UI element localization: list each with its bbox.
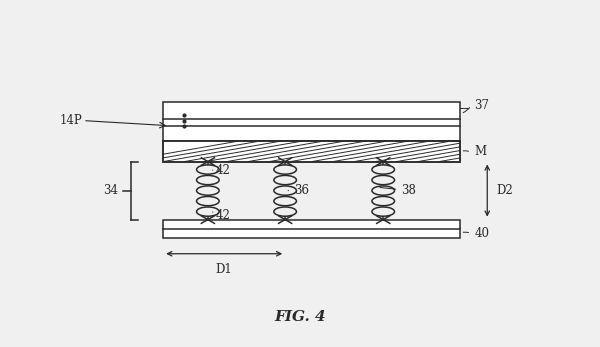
Text: 42: 42 <box>212 163 230 177</box>
Bar <box>163 141 460 162</box>
Text: FIG. 4: FIG. 4 <box>274 310 326 324</box>
Bar <box>163 220 460 238</box>
Text: 38: 38 <box>380 184 416 197</box>
Bar <box>163 102 460 141</box>
Bar <box>163 141 460 162</box>
Text: 40: 40 <box>474 227 489 240</box>
Text: D2: D2 <box>496 184 513 197</box>
Text: 37: 37 <box>474 99 489 112</box>
Text: 14P: 14P <box>59 114 82 127</box>
Text: M: M <box>474 145 486 159</box>
Text: 42: 42 <box>212 209 230 222</box>
Text: 34: 34 <box>103 184 118 197</box>
Text: D1: D1 <box>216 263 233 276</box>
Text: 36: 36 <box>288 184 309 197</box>
